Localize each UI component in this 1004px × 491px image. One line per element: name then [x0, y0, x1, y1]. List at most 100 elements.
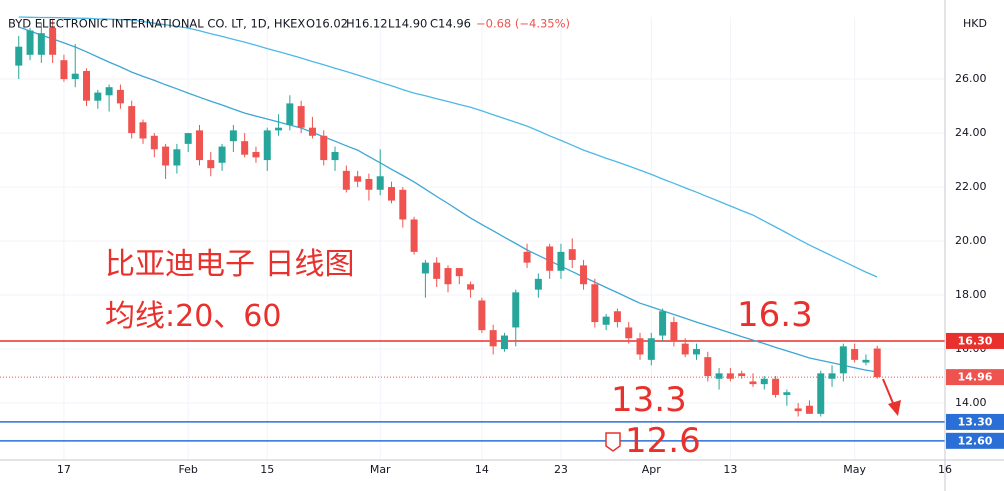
y-tick-label: 20.00	[955, 234, 987, 247]
candle-body	[365, 178, 373, 190]
candle-body	[670, 322, 678, 341]
candle-body	[613, 311, 621, 323]
candle-body	[331, 151, 339, 161]
candle-body	[26, 30, 34, 55]
candle-body	[726, 373, 734, 379]
x-tick-label: May	[843, 463, 866, 476]
grid-layer	[0, 17, 946, 460]
price-label-box	[946, 413, 1004, 430]
y-tick-label: 24.00	[955, 126, 987, 139]
candle-body	[376, 176, 384, 190]
candle-body	[218, 146, 226, 163]
candle-body	[534, 278, 542, 290]
candle-body	[455, 268, 463, 277]
candle-body	[195, 130, 203, 161]
event-marker	[605, 432, 621, 452]
candle-body	[83, 70, 91, 101]
candle-body	[715, 373, 723, 379]
candle-body	[873, 348, 881, 378]
candle-body	[681, 343, 689, 355]
x-tick-label: 13	[723, 463, 737, 476]
price-label: 16.30	[958, 334, 993, 347]
ohlc-low: L14.90	[388, 17, 427, 31]
ohlc-high: H16.12	[346, 17, 388, 31]
price-label-box	[946, 432, 1004, 449]
candle-body	[37, 33, 45, 55]
candle-body	[523, 251, 531, 263]
candle-body	[557, 251, 565, 271]
candle-body	[647, 338, 655, 360]
x-tick-label: 17	[57, 463, 71, 476]
y-tick-label: 22.00	[955, 180, 987, 193]
candle-body	[410, 219, 418, 252]
candle-body	[749, 381, 757, 385]
candle-body	[760, 378, 768, 385]
ohlc-change: −0.68 (−4.35%)	[476, 17, 570, 31]
annotation-title: 比亚迪电子 日线图	[105, 247, 355, 282]
y-tick-label: 26.00	[955, 72, 987, 85]
ma-layer	[18, 16, 878, 373]
candle-body	[862, 359, 870, 363]
candle-body	[150, 135, 158, 150]
candle-body	[489, 330, 497, 347]
candle-body	[342, 170, 350, 190]
arrow-head	[888, 400, 901, 416]
x-tick-label: Feb	[178, 463, 197, 476]
symbol-title: BYD ELECTRONIC INTERNATIONAL CO. LT, 1D,…	[8, 17, 305, 31]
annotation-level: 12.6	[625, 421, 701, 461]
candle-body	[602, 316, 610, 325]
candle-body	[467, 284, 475, 290]
candle-body	[421, 262, 429, 274]
x-tick-label: Mar	[370, 463, 391, 476]
candle-body	[297, 106, 305, 128]
candle-body	[659, 311, 667, 336]
candle-body	[478, 300, 486, 331]
moving-average-line	[18, 26, 878, 373]
candle-body	[354, 176, 362, 182]
arrow	[882, 378, 901, 416]
x-tick-label: 15	[260, 463, 274, 476]
currency: HKD	[963, 17, 987, 30]
price-label: 14.96	[958, 371, 993, 384]
candle-body	[71, 73, 79, 80]
x-tick-label: 23	[554, 463, 568, 476]
level-layer	[0, 340, 945, 442]
price-label-box	[946, 332, 1004, 349]
candle-body	[184, 133, 192, 144]
candle-body	[308, 127, 316, 136]
x-tick-label: Apr	[642, 463, 662, 476]
candle-body	[636, 338, 644, 355]
candle-body	[116, 89, 124, 104]
candle-body	[94, 92, 102, 101]
candle-body	[580, 265, 588, 285]
candle-body	[794, 408, 802, 412]
candle-body	[173, 149, 181, 166]
y-tick-label: 18.00	[955, 288, 987, 301]
candle-body	[817, 373, 825, 414]
candle-body	[828, 373, 836, 379]
candle-body	[286, 103, 294, 125]
candle-body	[625, 327, 633, 339]
candle-body	[568, 249, 576, 260]
x-tick-label: 14	[475, 463, 489, 476]
candle-body	[207, 160, 215, 169]
candle-body	[162, 146, 170, 166]
axis-layer: 14.0016.0018.0020.0022.0024.0026.0017Feb…	[57, 72, 1004, 476]
annotation-level: 16.3	[737, 295, 813, 335]
candle-body	[591, 284, 599, 323]
candle-body	[15, 46, 23, 66]
candle-body	[229, 130, 237, 142]
annotation-level: 13.3	[611, 380, 687, 420]
y-tick-label: 14.00	[955, 396, 987, 409]
candle-body	[60, 60, 68, 80]
annotation-ma: 均线:20、60	[105, 299, 281, 334]
candle-body	[839, 346, 847, 374]
candle-body	[692, 349, 700, 355]
price-label-box	[946, 369, 1004, 386]
candle-body	[105, 87, 113, 96]
candle-body	[500, 335, 508, 350]
candle-body	[783, 392, 791, 395]
candle-body	[388, 187, 396, 201]
candle-body	[433, 262, 441, 279]
